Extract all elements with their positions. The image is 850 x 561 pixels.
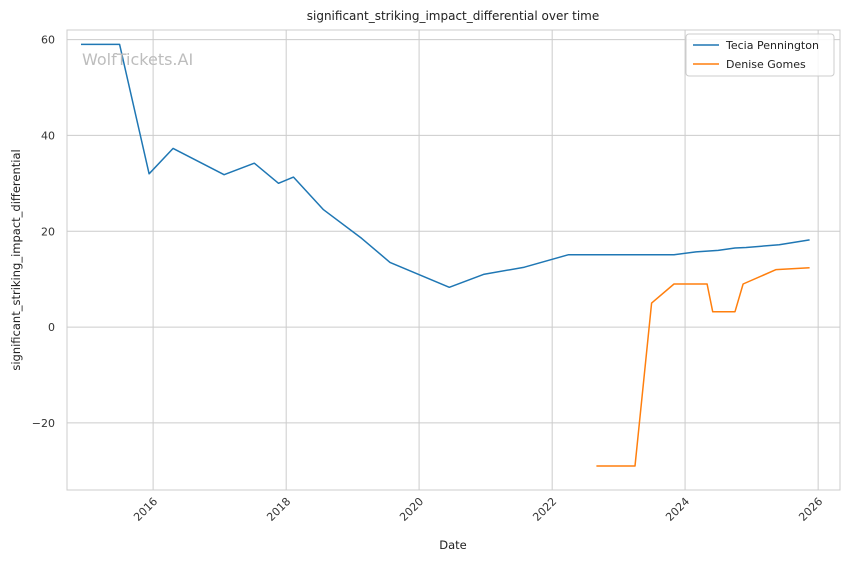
y-tick-label: −20 (32, 417, 55, 430)
watermark: WolfTickets.AI (82, 50, 193, 69)
series-layer (81, 43, 810, 467)
y-tick-label: 20 (41, 225, 55, 238)
y-tick-label: 0 (48, 321, 55, 334)
legend-label-series-2: Denise Gomes (726, 58, 806, 71)
y-tick-label: 40 (41, 129, 55, 142)
y-tick-label: 60 (41, 34, 55, 47)
x-axis-title: Date (439, 538, 467, 552)
series-line-2 (596, 266, 810, 467)
y-tick-labels: 60 40 20 0 −20 (32, 34, 55, 430)
chart-title: significant_striking_impact_differential… (307, 9, 599, 23)
y-axis-title: significant_striking_impact_differential (9, 149, 23, 370)
legend: Tecia Pennington Denise Gomes (685, 33, 835, 77)
series-line-1 (81, 43, 810, 289)
plot-area (66, 29, 841, 491)
legend-label-series-1: Tecia Pennington (725, 39, 819, 52)
legend-box (685, 33, 835, 77)
